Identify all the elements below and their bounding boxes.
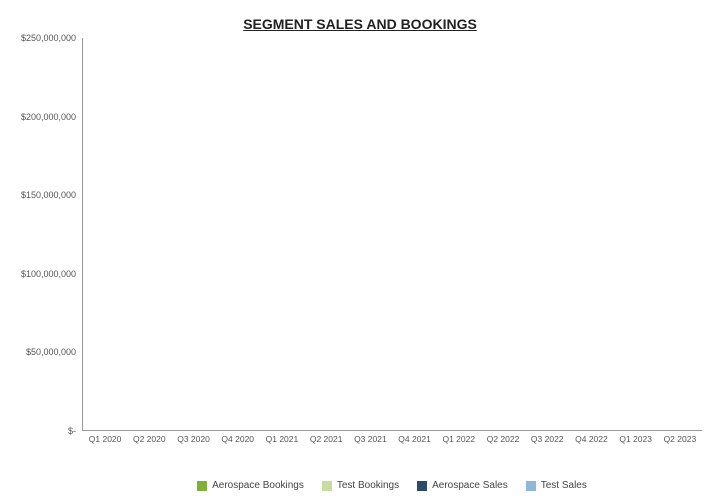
x-tick-label: Q4 2022: [569, 434, 613, 444]
x-tick-label: Q3 2020: [171, 434, 215, 444]
y-tick-label: $200,000,000: [0, 112, 76, 122]
x-tick-label: Q1 2020: [83, 434, 127, 444]
category: Q1 2020: [83, 38, 127, 430]
plot-area: Q1 2020Q2 2020Q3 2020Q4 2020Q1 2021Q2 20…: [82, 38, 702, 431]
y-tick-label: $50,000,000: [0, 347, 76, 357]
x-tick-label: Q4 2020: [216, 434, 260, 444]
x-tick-label: Q3 2022: [525, 434, 569, 444]
legend-label: Aerospace Bookings: [212, 480, 304, 491]
legend-label: Test Sales: [541, 480, 587, 491]
legend-label: Test Bookings: [337, 480, 399, 491]
y-tick-label: $150,000,000: [0, 190, 76, 200]
y-tick-label: $100,000,000: [0, 269, 76, 279]
x-tick-label: Q2 2020: [127, 434, 171, 444]
y-tick-label: $250,000,000: [0, 33, 76, 43]
legend-swatch-icon: [526, 481, 536, 491]
x-tick-label: Q2 2021: [304, 434, 348, 444]
legend-item-test-bookings: Test Bookings: [322, 480, 399, 491]
legend-swatch-icon: [322, 481, 332, 491]
category: Q2 2022: [481, 38, 525, 430]
category: Q3 2021: [348, 38, 392, 430]
y-tick-label: $-: [0, 426, 76, 436]
legend-swatch-icon: [417, 481, 427, 491]
category: Q3 2020: [171, 38, 215, 430]
x-tick-label: Q4 2021: [393, 434, 437, 444]
legend: Aerospace Bookings Test Bookings Aerospa…: [82, 480, 702, 491]
category: Q4 2020: [216, 38, 260, 430]
category: Q4 2022: [569, 38, 613, 430]
category: Q2 2023: [658, 38, 702, 430]
legend-item-test-sales: Test Sales: [526, 480, 587, 491]
legend-item-aerospace-bookings: Aerospace Bookings: [197, 480, 304, 491]
x-tick-label: Q2 2023: [658, 434, 702, 444]
category: Q3 2022: [525, 38, 569, 430]
chart-frame: SEGMENT SALES AND BOOKINGS $- $50,000,000…: [0, 0, 720, 501]
category: Q1 2023: [614, 38, 658, 430]
x-tick-label: Q1 2021: [260, 434, 304, 444]
legend-label: Aerospace Sales: [432, 480, 508, 491]
x-tick-label: Q2 2022: [481, 434, 525, 444]
category: Q1 2022: [437, 38, 481, 430]
category: Q1 2021: [260, 38, 304, 430]
category: Q2 2020: [127, 38, 171, 430]
x-tick-label: Q1 2022: [437, 434, 481, 444]
category: Q2 2021: [304, 38, 348, 430]
legend-item-aerospace-sales: Aerospace Sales: [417, 480, 508, 491]
x-tick-label: Q3 2021: [348, 434, 392, 444]
x-tick-label: Q1 2023: [614, 434, 658, 444]
legend-swatch-icon: [197, 481, 207, 491]
category: Q4 2021: [393, 38, 437, 430]
bars-layer: Q1 2020Q2 2020Q3 2020Q4 2020Q1 2021Q2 20…: [83, 38, 702, 430]
chart-title: SEGMENT SALES AND BOOKINGS: [0, 16, 720, 32]
